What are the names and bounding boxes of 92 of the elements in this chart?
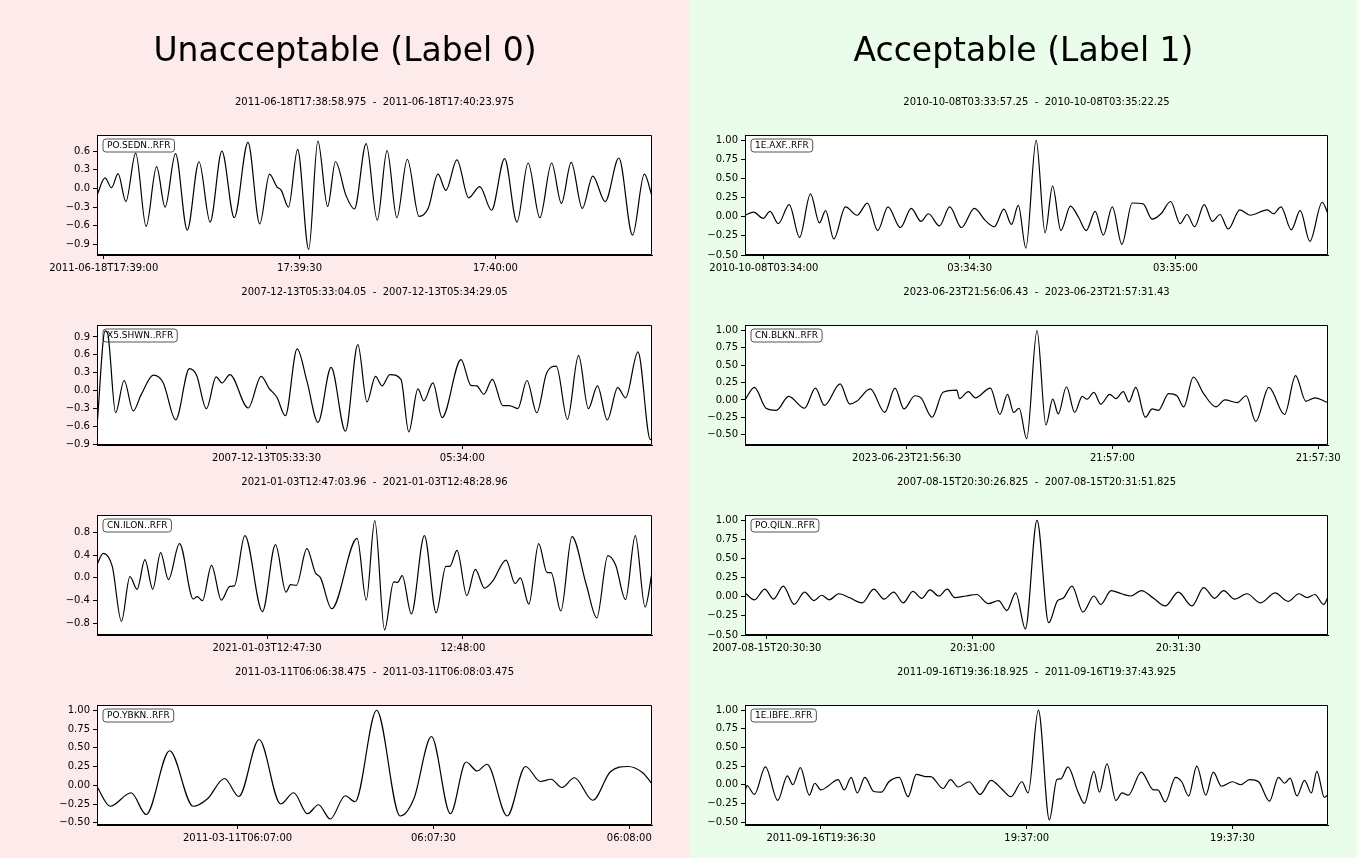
y-tick-label: −0.50 [707,628,738,640]
x-tick-label: 19:37:00 [1004,831,1050,843]
y-tick-label: 0.50 [715,358,738,370]
text: Acceptable (Label 1) [852,29,1195,71]
y-tick-label: −0.50 [59,816,90,828]
annotation: CN.BLKN..RFR [755,330,819,341]
y-tick-label: −0.8 [65,617,90,629]
y-tick-label: −0.50 [707,428,738,440]
annotation: 1E.IBFE..RFR [755,710,813,721]
y-tick-label: 1.00 [715,324,738,336]
y-tick-label: 0.8 [74,525,90,537]
y-tick-label: 0.75 [715,533,738,545]
x-tick-label: 06:08:00 [606,831,652,843]
y-tick-label: 0.25 [715,191,738,203]
y-tick-label: 0.75 [67,722,90,734]
y-tick-label: 0.0 [74,571,90,583]
y-tick-label: 0.25 [67,760,90,772]
chart-title: 2007-08-15T20:30:26.825 - 2007-08-15T20:31:51.825 [896,475,1177,487]
x-tick-label: 21:57:00 [1089,451,1135,463]
x-tick-label: 05:34:00 [439,451,485,463]
annotation: CN.ILON..RFR [107,520,168,531]
y-tick-label: 0.00 [67,778,90,790]
y-tick-label: 1.00 [715,513,738,525]
x-tick-label: 17:40:00 [473,261,518,273]
y-tick-label: −0.4 [65,594,90,606]
chart-title: 2011-09-16T19:36:18.925 - 2011-09-16T19:37:43.925 [896,665,1177,677]
y-tick-label: 0.50 [715,552,738,564]
y-tick-label: 0.00 [715,590,738,602]
y-tick-label: 1.00 [715,703,738,715]
chart-title: 2010-10-08T03:33:57.25 - 2010-10-08T03:35:22.25 [903,95,1170,107]
y-tick-label: −0.25 [707,229,738,241]
y-tick-label: −0.25 [59,797,90,809]
y-tick-label: 0.25 [715,759,738,771]
x-tick-label: 2011-06-18T17:39:00 [49,261,159,273]
annotation: PO.SEDN..RFR [107,140,171,151]
y-tick-label: −0.25 [707,410,738,422]
y-tick-label: 0.3 [74,366,90,378]
chart-title: 2023-06-23T21:56:06.43 - 2023-06-23T21:57:31.43 [903,285,1170,297]
y-tick-label: 0.50 [67,741,90,753]
annotation: 1E.AXF..RFR [755,140,809,151]
y-tick-label: −0.6 [65,420,90,432]
y-tick-label: 0.3 [74,163,90,175]
x-tick-label: 2011-09-16T19:36:30 [766,831,876,843]
y-tick-label: −0.25 [707,609,738,621]
y-tick-label: 0.6 [74,144,90,156]
y-tick-label: 0.00 [715,778,738,790]
text: Unacceptable (Label 0) [152,29,538,71]
x-tick-label: 2023-06-23T21:56:30 [852,451,962,463]
y-tick-label: −0.3 [65,402,90,414]
y-tick-label: 0.75 [715,722,738,734]
y-tick-label: −0.9 [65,238,90,250]
y-tick-label: 0.00 [715,210,738,222]
chart-title: 2011-03-11T06:06:38.475 - 2011-03-11T06:08:03.475 [234,665,515,677]
y-tick-label: 0.6 [74,348,90,360]
x-tick-label: 20:31:30 [1155,641,1201,653]
y-tick-label: 0.50 [715,172,738,184]
x-tick-label: 03:34:30 [947,261,993,273]
chart-title: 2011-06-18T17:38:58.975 - 2011-06-18T17:40:23.975 [234,95,515,107]
y-tick-label: 0.75 [715,341,738,353]
annotation: PO.QILN..RFR [755,520,815,531]
y-tick-label: −0.25 [707,796,738,808]
x-tick-label: 2010-10-08T03:34:00 [709,261,819,273]
x-tick-label: 2011-03-11T06:07:00 [182,831,293,843]
y-tick-label: −0.6 [65,219,90,231]
x-tick-label: 19:37:30 [1210,831,1255,843]
x-tick-label: 21:57:30 [1295,451,1341,463]
y-tick-label: 0.0 [74,182,90,194]
y-tick-label: 0.25 [715,376,738,388]
y-tick-label: 0.4 [74,548,90,560]
y-tick-label: 1.00 [67,703,90,715]
y-tick-label: −0.3 [65,200,90,212]
x-tick-label: 03:35:00 [1152,261,1198,273]
y-tick-label: 0.75 [715,153,738,165]
x-tick-label: 06:07:30 [410,831,456,843]
y-tick-label: 0.25 [715,571,738,583]
chart-title: 2021-01-03T12:47:03.96 - 2021-01-03T12:48:28.96 [241,475,508,487]
annotation: PO.YBKN..RFR [107,710,170,721]
x-tick-label: 20:31:00 [950,641,995,653]
y-tick-label: 0.9 [74,330,90,342]
y-tick-label: −0.50 [707,248,738,260]
x-tick-label: 17:39:30 [277,261,323,273]
y-tick-label: 0.00 [715,393,738,405]
y-tick-label: −0.50 [707,815,738,827]
x-tick-label: 2007-08-15T20:30:30 [712,641,822,653]
y-tick-label: −0.9 [65,438,90,449]
chart-title: 2007-12-13T05:33:04.05 - 2007-12-13T05:34:29.05 [241,285,508,297]
x-tick-label: 2007-12-13T05:33:30 [211,451,322,463]
x-tick-label: 2021-01-03T12:47:30 [212,641,322,653]
y-tick-label: 0.0 [74,384,90,396]
x-tick-label: 12:48:00 [440,641,486,653]
y-tick-label: 1.00 [715,133,738,145]
y-tick-label: 0.50 [715,741,738,753]
